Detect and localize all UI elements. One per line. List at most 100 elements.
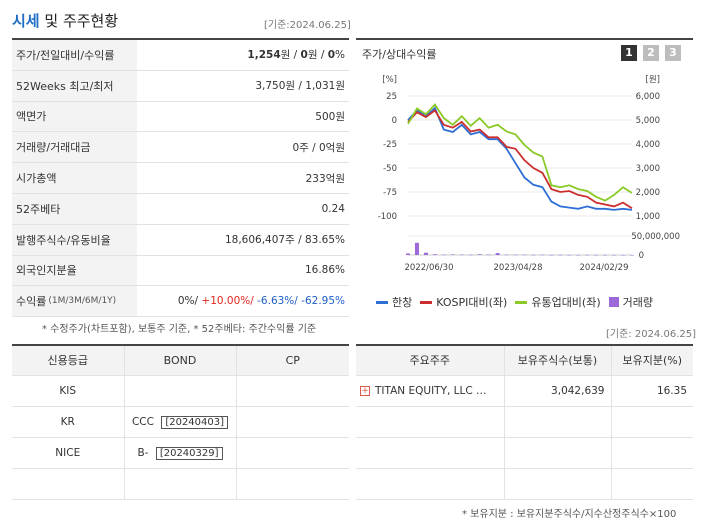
returns-label: 수익률 (16, 295, 47, 309)
column-header: CP (235, 345, 349, 376)
stat-value: 18,606,407주 / 83.65% (224, 234, 345, 247)
agency-cell: KIS (12, 374, 125, 407)
stat-value: 3,750원 / 1,031원 (255, 80, 345, 93)
legend-label: 한창 (392, 296, 413, 309)
table-row: + TITAN EQUITY, LLC … 3,042,639 16.35 (356, 374, 693, 407)
left-axis-tick: -50 (383, 164, 397, 174)
holder-name-cell[interactable]: + TITAN EQUITY, LLC … (356, 374, 505, 407)
column-header: 주요주주 (356, 345, 505, 376)
volume-bar (504, 254, 509, 256)
volume-bar (423, 252, 428, 255)
legend-swatch (515, 300, 528, 304)
series-line (407, 103, 633, 202)
period-button-1[interactable]: 1 (621, 45, 637, 61)
stat-row: 52Weeks 최고/최저 3,750원 / 1,031원 (12, 70, 349, 102)
right-axis-tick: 1,000 (636, 212, 660, 222)
series-line (407, 109, 633, 210)
stat-value: 500원 (315, 110, 345, 123)
bond-cell (123, 374, 237, 407)
cp-cell (235, 467, 349, 500)
volume-bar (432, 254, 437, 255)
left-axis-tick: -25 (383, 140, 397, 150)
volume-bar (414, 242, 419, 255)
bond-cell: B- [20240329] (123, 436, 237, 469)
table-header-row: 주요주주 보유주식수(보통) 보유지분(%) (356, 345, 693, 376)
left-axis-unit: [%] (382, 75, 397, 85)
holder-pct (610, 436, 693, 469)
volume-bar (441, 254, 446, 256)
credit-rating-table: 신용등급 BOND CP KIS KR CCC [20240403] NICE … (12, 344, 349, 500)
period-button-2[interactable]: 2 (643, 45, 659, 61)
agency-cell (12, 467, 125, 500)
holder-name: TITAN EQUITY, LLC … (375, 384, 487, 397)
stat-label: 액면가 (12, 101, 137, 132)
price-part: 0 (300, 49, 308, 62)
holder-shares (503, 467, 612, 500)
volume-bar (558, 254, 563, 256)
stat-label: 52Weeks 최고/최저 (12, 70, 137, 101)
legend-swatch (376, 300, 388, 304)
returns-values: 0%/ +10.00%/ -6.63%/ -62.95% (137, 295, 349, 307)
price-stats-table: 주가/전일대비/수익률 1,254원 / 0원 / 0% 52Weeks 최고/… (12, 38, 349, 318)
x-axis-tick: 2023/04/28 (494, 263, 543, 273)
volume-bar (406, 253, 410, 255)
price-part: 원 / (307, 49, 328, 62)
legend-swatch (608, 297, 619, 307)
x-axis-tick: 2024/02/29 (580, 263, 629, 273)
table-header-row: 신용등급 BOND CP (12, 345, 349, 376)
table-row (12, 467, 349, 500)
volume-bar (531, 254, 536, 256)
chart-legend: 한창 KOSPI대비(좌) 유통업대비(좌) 거래량 (376, 294, 653, 310)
chart-panel: 주가/상대수익률 1 2 3 [%] [원] 25 0 -25 -50 -75 -100 6,0… (356, 38, 693, 313)
expand-plus-icon[interactable]: + (360, 385, 370, 396)
legend-label: 거래량 (622, 296, 654, 309)
bond-date: [20240403] (161, 415, 229, 429)
stat-value: 16.86% (304, 264, 345, 277)
price-part: 원 / (280, 49, 301, 62)
x-axis-tick: 2022/06/30 (405, 263, 454, 273)
holder-name-cell (356, 436, 505, 469)
stat-label: 발행주식수/유동비율 (12, 224, 137, 255)
table-row: NICE B- [20240329] (12, 436, 349, 469)
stat-value: 0주 / 0억원 (292, 141, 345, 154)
legend-item[interactable]: 거래량 (608, 294, 654, 310)
legend-item[interactable]: KOSPI대비(좌) (420, 294, 507, 310)
period-button-3[interactable]: 3 (665, 45, 681, 61)
footnote-right: * 보유지분 : 보유지분주식수/지수산정주식수×100 (462, 509, 677, 520)
right-axis-tick: 5,000 (636, 116, 660, 126)
chart-title: 주가/상대수익률 (362, 48, 437, 61)
table-row: KR CCC [20240403] (12, 405, 349, 438)
right-axis-tick: 3,000 (636, 164, 660, 174)
volume-bar (513, 254, 518, 256)
left-axis-tick: -75 (383, 188, 397, 198)
stat-label: 거래량/거래대금 (12, 132, 137, 163)
stat-row: 거래량/거래대금 0주 / 0억원 (12, 132, 349, 164)
stat-row: 발행주식수/유동비율 18,606,407주 / 83.65% (12, 224, 349, 256)
right-axis-tick: 6,000 (636, 92, 660, 102)
stat-row: 시가총액 233억원 (12, 163, 349, 194)
left-axis-tick: -100 (378, 212, 397, 222)
left-axis-tick: 25 (386, 92, 397, 102)
stat-row-returns: 수익률 (1M/3M/6M/1Y) 0%/ +10.00%/ -6.63%/ -6… (12, 286, 349, 318)
price-part: % (335, 49, 345, 62)
price-chart: [%] [원] 25 0 -25 -50 -75 -100 6,000 5,000 4,000 3,0… (378, 75, 680, 273)
right-axis-tick: 2,000 (636, 188, 660, 198)
volume-bar (576, 254, 581, 256)
volume-bar (486, 254, 491, 256)
table-row (356, 467, 693, 500)
legend-item[interactable]: 유통업대비(좌) (515, 294, 601, 310)
volume-bar (594, 254, 599, 256)
volume-bar (630, 254, 634, 256)
stat-value-price: 1,254원 / 0원 / 0% (137, 47, 349, 62)
stat-label: 52주베타 (12, 193, 137, 224)
asof-date-bottom: [기준: 2024.06.25] (606, 329, 697, 340)
legend-label: KOSPI대비(좌) (436, 296, 508, 309)
column-header: 보유지분(%) (610, 345, 693, 376)
legend-item[interactable]: 한창 (376, 294, 412, 310)
column-header: 보유주식수(보통) (503, 345, 612, 376)
stat-row: 액면가 500원 (12, 101, 349, 133)
holder-shares (503, 436, 612, 469)
cp-cell (235, 374, 349, 407)
volume-bar (495, 253, 500, 255)
holder-name-cell (356, 467, 505, 500)
